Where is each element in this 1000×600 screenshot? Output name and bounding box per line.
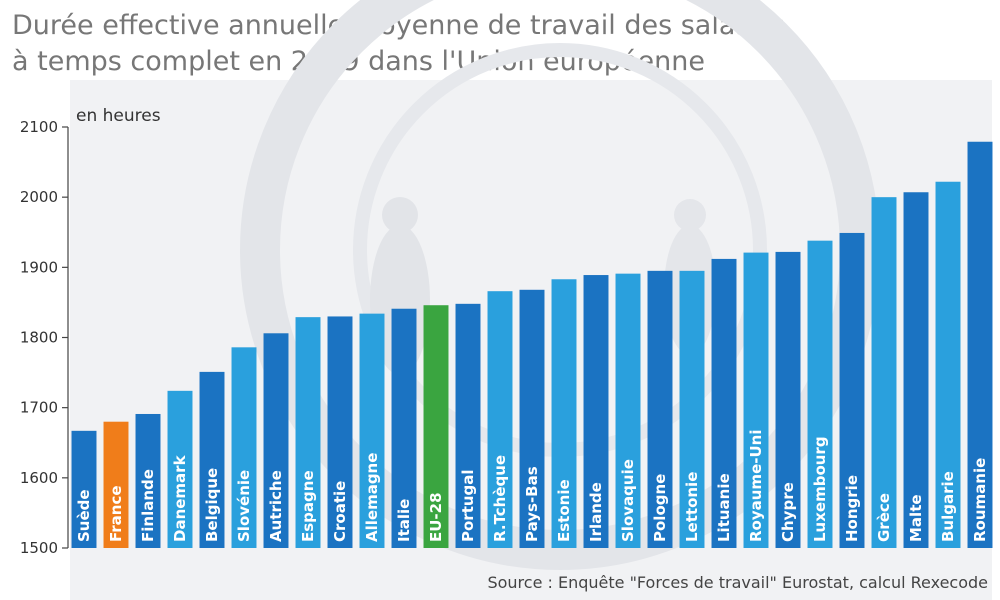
bar-27	[935, 181, 961, 549]
bar-label-2: Finlande	[139, 469, 157, 542]
bar-label-5: Slovénie	[235, 470, 253, 542]
bar-label-27: Bulgarie	[939, 471, 957, 542]
bar-28	[967, 141, 993, 549]
bar-1	[103, 421, 129, 548]
bar-label-13: R.Tchèque	[491, 455, 509, 542]
y-tick-label: 2000	[20, 188, 58, 206]
bar-label-25: Grèce	[875, 493, 893, 542]
bar-label-26: Malte	[907, 494, 925, 542]
bar-label-15: Estonie	[555, 479, 573, 542]
bar-label-7: Espagne	[299, 470, 317, 542]
bar-2	[135, 413, 161, 548]
y-tick-label: 1500	[20, 539, 58, 557]
bar-24	[839, 232, 865, 548]
bar-label-23: Luxembourg	[811, 436, 829, 542]
bar-label-1: France	[107, 485, 125, 542]
bar-label-19: Lettonie	[683, 472, 701, 542]
bar-22	[775, 251, 801, 548]
y-tick-label: 1800	[20, 329, 58, 347]
bar-9	[359, 313, 385, 548]
bar-4	[199, 371, 225, 548]
bar-label-20: Lituanie	[715, 473, 733, 542]
bar-label-9: Allemagne	[363, 453, 381, 542]
bar-14	[519, 289, 545, 548]
bar-label-3: Danemark	[171, 454, 189, 542]
bar-18	[647, 270, 673, 548]
bar-12	[455, 303, 481, 548]
bar-0	[71, 430, 97, 548]
bar-label-28: Roumanie	[971, 458, 989, 542]
bar-label-22: Chypre	[779, 482, 797, 542]
bar-label-18: Pologne	[651, 474, 669, 542]
bar-label-11: EU-28	[427, 492, 445, 542]
bar-5	[231, 347, 257, 548]
bar-6	[263, 333, 289, 548]
bar-25	[871, 197, 897, 549]
bar-16	[583, 275, 609, 548]
bar-label-0: Suède	[75, 489, 93, 542]
y-axis: 1500 1600 1700 1800 1900 2000 2100	[20, 118, 69, 557]
bar-11	[423, 305, 449, 548]
source-note: Source : Enquête "Forces de travail" Eur…	[487, 573, 988, 592]
bars-group: Suède France Finlande Danemark Belgique Slové…	[71, 141, 993, 549]
bar-label-8: Croatie	[331, 481, 349, 542]
bar-label-24: Hongrie	[843, 475, 861, 542]
bar-8	[327, 316, 353, 548]
bar-label-10: Italie	[395, 499, 413, 542]
bar-3	[167, 390, 193, 548]
y-tick-label: 1700	[20, 399, 58, 417]
y-axis-unit-label: en heures	[76, 106, 161, 126]
bar-19	[679, 270, 705, 548]
bar-label-4: Belgique	[203, 468, 221, 542]
bar-label-12: Portugal	[459, 469, 477, 542]
bar-label-17: Slovaquie	[619, 459, 637, 542]
bar-label-21: Royaume-Uni	[747, 430, 765, 542]
bar-15	[551, 279, 577, 548]
y-tick-label: 2100	[20, 118, 58, 136]
bar-17	[615, 273, 641, 548]
bar-20	[711, 258, 737, 548]
bar-label-16: Irlande	[587, 482, 605, 542]
bar-label-6: Autriche	[267, 470, 285, 542]
y-tick-label: 1600	[20, 469, 58, 487]
y-tick-label: 1900	[20, 258, 58, 276]
bar-label-14: Pays-Bas	[523, 466, 541, 542]
bar-13	[487, 291, 513, 548]
bar-23	[807, 240, 833, 549]
bar-26	[903, 192, 929, 548]
bar-10	[391, 308, 417, 548]
bar-7	[295, 317, 321, 548]
bar-21	[743, 252, 769, 548]
